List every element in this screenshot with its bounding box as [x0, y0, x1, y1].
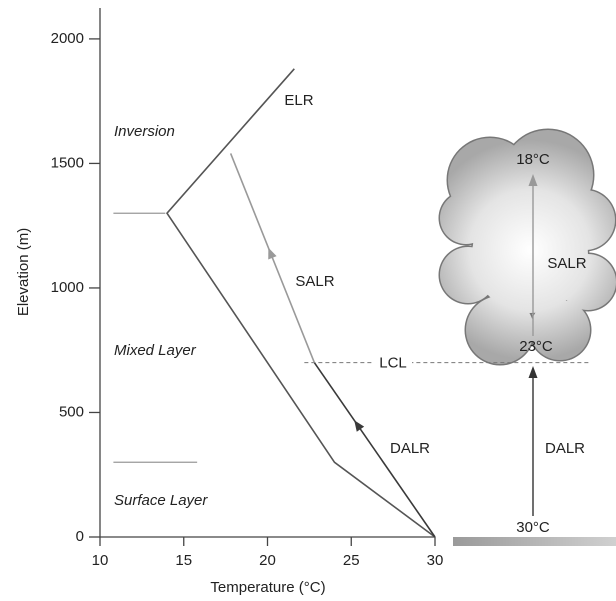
y-tick-label: 2000: [51, 30, 84, 47]
direction-arrow: [350, 418, 364, 432]
parcel-label: 23°C: [519, 338, 553, 355]
x-tick-label: 30: [427, 552, 444, 569]
parcel-label: DALR: [545, 440, 585, 457]
chart: Temperature (°C) Elevation (m) 10 15 20 25 3…: [0, 0, 616, 601]
series-label: ELR: [284, 92, 313, 109]
parcel-label: 18°C: [516, 151, 550, 168]
y-axis-label: Elevation (m): [15, 228, 32, 316]
x-tick-label: 25: [343, 552, 360, 569]
x-tick-label: 20: [259, 552, 276, 569]
parcel-arrowhead-lower: [529, 366, 538, 378]
y-tick-label: 1000: [51, 279, 84, 296]
parcel-label: SALR: [547, 255, 586, 272]
series-label: SALR: [295, 273, 334, 290]
y-tick-label: 0: [76, 528, 84, 545]
x-tick-label: 10: [92, 552, 109, 569]
x-tick-label: 15: [175, 552, 192, 569]
lcl-label: LCL: [379, 355, 407, 372]
layer-label: Inversion: [114, 123, 175, 140]
y-tick-label: 1500: [51, 154, 84, 171]
x-axis-label: Temperature (°C): [210, 579, 325, 596]
page: Temperature (°C) Elevation (m) 10 15 20 25 3…: [0, 0, 616, 601]
series-label: DALR: [390, 440, 430, 457]
series-line: [231, 153, 315, 362]
series-line: [167, 69, 435, 537]
y-tick-label: 500: [59, 403, 84, 420]
direction-arrow: [264, 246, 276, 260]
ground: [453, 537, 616, 546]
layer-label: Surface Layer: [114, 492, 208, 509]
layer-label: Mixed Layer: [114, 342, 197, 359]
parcel-label: 30°C: [516, 519, 550, 536]
